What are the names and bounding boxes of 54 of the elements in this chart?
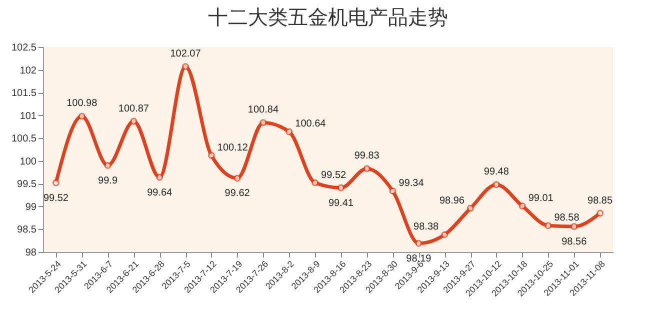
point (286, 128, 293, 136)
data-label: 99.64 (147, 187, 173, 198)
point (467, 204, 474, 212)
data-label: 99.34 (398, 178, 424, 189)
data-label: 99.41 (328, 198, 354, 209)
data-label: 99.9 (98, 175, 118, 186)
point (234, 174, 241, 182)
point (78, 112, 86, 120)
data-label: 99.48 (484, 166, 510, 178)
point (544, 222, 552, 230)
point (130, 118, 138, 125)
point (570, 223, 578, 230)
data-label: 99.83 (354, 150, 380, 162)
point (441, 231, 448, 238)
data-label: 99.52 (43, 192, 69, 204)
data-label: 98.56 (562, 236, 588, 248)
data-label: 100.84 (248, 104, 279, 116)
data-label: 100.87 (118, 103, 150, 114)
data-label: 99.01 (528, 192, 554, 204)
y-tick-label: 101.5 (11, 88, 37, 100)
point (104, 162, 112, 169)
data-label: 100.98 (66, 98, 98, 110)
data-label: 99.62 (224, 188, 250, 200)
y-tick-label: 100 (20, 156, 37, 168)
point (260, 119, 267, 126)
point (312, 179, 319, 186)
data-label: 100.64 (295, 118, 326, 130)
data-label: 98.85 (588, 195, 613, 206)
point (389, 187, 396, 194)
point (337, 184, 344, 192)
point (415, 240, 422, 247)
y-tick-label: 99 (25, 202, 37, 213)
y-tick-label: 100.5 (11, 134, 37, 145)
y-tick-label: 99.5 (17, 179, 37, 190)
point (596, 210, 604, 217)
point (156, 174, 164, 181)
point (208, 152, 215, 159)
data-label: 98.38 (414, 222, 440, 233)
chart-title: 十二大类五金机电产品走势 (208, 5, 448, 29)
point (52, 179, 60, 186)
data-label: 98.58 (554, 212, 580, 224)
y-tick-label: 101 (20, 110, 37, 122)
point (182, 63, 189, 70)
point (492, 181, 500, 188)
data-label: 102.07 (170, 48, 202, 60)
y-tick-label: 102 (20, 65, 37, 76)
y-tick-label: 102.5 (11, 42, 37, 54)
y-tick-label: 98.5 (17, 224, 37, 236)
point (363, 165, 370, 172)
data-label: 100.12 (217, 142, 248, 154)
data-label: 99.52 (321, 170, 347, 181)
data-label: 98.96 (439, 195, 465, 206)
point (518, 202, 526, 210)
y-tick-label: 98 (25, 248, 37, 258)
